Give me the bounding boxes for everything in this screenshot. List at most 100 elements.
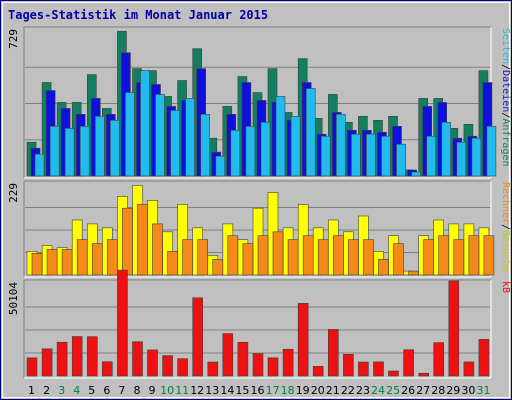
bar-kb-day-13 xyxy=(207,361,219,377)
bar-kb-day-12 xyxy=(192,297,203,377)
bar-seiten-day-31 xyxy=(486,126,497,177)
x-tick-label-day-23: 23 xyxy=(356,384,370,397)
bar-kb-day-2 xyxy=(41,348,53,377)
bar-seiten-day-29 xyxy=(456,141,467,177)
x-tick-label-day-11: 11 xyxy=(175,384,189,397)
bar-seiten-day-16 xyxy=(260,122,271,177)
bar-rechner-day-10 xyxy=(167,251,178,276)
bar-seiten-day-13 xyxy=(215,155,226,177)
x-tick-label-day-14: 14 xyxy=(220,384,234,397)
bar-rechner-day-11 xyxy=(182,239,193,276)
panel-kb: 50104 kB xyxy=(7,269,511,379)
bar-seiten-day-9 xyxy=(155,94,165,177)
bar-kb-day-3 xyxy=(56,341,68,377)
bar-rechner-day-9 xyxy=(152,223,163,276)
x-tick-label-day-28: 28 xyxy=(431,384,445,397)
x-tick-label-day-21: 21 xyxy=(326,384,340,397)
x-tick-label-day-6: 6 xyxy=(103,384,110,397)
x-tick-label-day-12: 12 xyxy=(190,384,204,397)
x-tick-label-day-30: 30 xyxy=(461,384,475,397)
y-max-label: 729 xyxy=(7,29,20,49)
panel-visits: 229 Rechner/Besuche xyxy=(7,180,511,278)
legend-entry: Seiten xyxy=(500,28,511,64)
bar-kb-day-26 xyxy=(403,349,414,377)
x-tick-label-day-29: 29 xyxy=(446,384,460,397)
x-tick-label-day-20: 20 xyxy=(311,384,325,397)
x-tick-label-day-19: 19 xyxy=(296,384,310,397)
y-max-label: 50104 xyxy=(7,282,20,315)
bar-seiten-day-7 xyxy=(125,92,135,177)
bar-kb-day-19 xyxy=(297,302,309,377)
bar-rechner-day-23 xyxy=(363,239,374,276)
bar-kb-day-4 xyxy=(71,336,83,377)
x-tick-label-day-18: 18 xyxy=(281,384,295,397)
bar-rechner-day-15 xyxy=(242,243,254,276)
x-tick-label-day-2: 2 xyxy=(43,384,50,397)
x-tick-label-day-8: 8 xyxy=(134,384,141,397)
y-max-label: 229 xyxy=(7,183,20,203)
bar-kb-day-8 xyxy=(132,341,143,377)
bar-rechner-day-21 xyxy=(332,235,344,276)
bar-seiten-day-22 xyxy=(351,133,361,177)
bar-seiten-day-5 xyxy=(95,116,105,177)
x-tick-label-day-16: 16 xyxy=(251,384,265,397)
x-tick-label-day-1: 1 xyxy=(28,384,35,397)
bar-kb-day-23 xyxy=(358,361,369,377)
bar-kb-day-22 xyxy=(343,353,354,377)
bar-seiten-day-18 xyxy=(290,116,301,177)
legend-entry: / xyxy=(500,112,511,118)
x-tick-label-day-31: 31 xyxy=(477,384,491,397)
bar-rechner-day-1 xyxy=(31,253,43,276)
bar-rechner-day-25 xyxy=(393,243,404,276)
bar-seiten-day-23 xyxy=(366,133,376,177)
bar-seiten-day-30 xyxy=(471,137,482,177)
bar-kb-day-14 xyxy=(222,333,234,377)
bar-kb-day-21 xyxy=(327,329,339,377)
bar-seiten-day-15 xyxy=(245,126,256,177)
bar-kb-day-6 xyxy=(102,361,113,377)
x-tick-label-day-13: 13 xyxy=(205,384,219,397)
bar-kb-day-31 xyxy=(478,338,490,377)
x-tick-label-day-17: 17 xyxy=(266,384,280,397)
bar-kb-day-11 xyxy=(177,358,188,377)
bar-rechner-day-12 xyxy=(197,239,208,276)
bar-seiten-day-4 xyxy=(79,126,90,177)
legend-entry: Rechner xyxy=(500,182,511,224)
series-axis-legend: kB xyxy=(500,281,511,293)
bar-seiten-day-10 xyxy=(170,110,180,177)
bar-rechner-day-16 xyxy=(257,235,269,276)
legend-entry: Dateien xyxy=(500,70,511,112)
bar-rechner-day-31 xyxy=(483,235,495,276)
bar-seiten-day-27 xyxy=(426,135,437,177)
bar-kb-day-29 xyxy=(448,280,460,377)
bar-rechner-day-24 xyxy=(378,258,389,276)
chart-title: Tages-Statistik im Monat Januar 2015 xyxy=(8,8,268,22)
legend-entry: / xyxy=(500,224,511,230)
bar-kb-day-9 xyxy=(147,349,158,377)
bar-kb-day-17 xyxy=(267,357,279,377)
bar-kb-day-30 xyxy=(463,361,475,377)
bar-kb-day-10 xyxy=(162,355,173,377)
bar-seiten-day-8 xyxy=(140,70,150,177)
bar-seiten-day-14 xyxy=(230,130,241,177)
series-axis-legend: Seiten/Dateien/Anfragen xyxy=(500,28,511,167)
bar-kb-day-24 xyxy=(373,361,384,377)
x-axis-day-labels: 1 2 3 4 5 6 7 8 9 10 11 12 13 14 15 16 17 18 19 20 21 22 23 24 2… xyxy=(28,384,491,397)
bar-kb-day-5 xyxy=(87,336,98,377)
legend-entry: / xyxy=(500,64,511,70)
bar-rechner-day-14 xyxy=(227,235,239,276)
x-tick-label-day-4: 4 xyxy=(73,384,80,397)
bar-rechner-day-17 xyxy=(272,231,284,276)
bar-rechner-day-30 xyxy=(468,235,480,276)
bar-rechner-day-4 xyxy=(76,239,88,276)
bar-rechner-day-13 xyxy=(212,258,224,276)
x-tick-label-day-10: 10 xyxy=(160,384,174,397)
bar-seiten-day-24 xyxy=(381,135,391,177)
bar-kb-day-27 xyxy=(418,372,430,377)
bar-rechner-day-3 xyxy=(61,249,73,276)
bar-seiten-day-20 xyxy=(320,135,331,177)
bar-seiten-day-25 xyxy=(396,143,406,177)
bar-kb-day-15 xyxy=(237,341,249,377)
